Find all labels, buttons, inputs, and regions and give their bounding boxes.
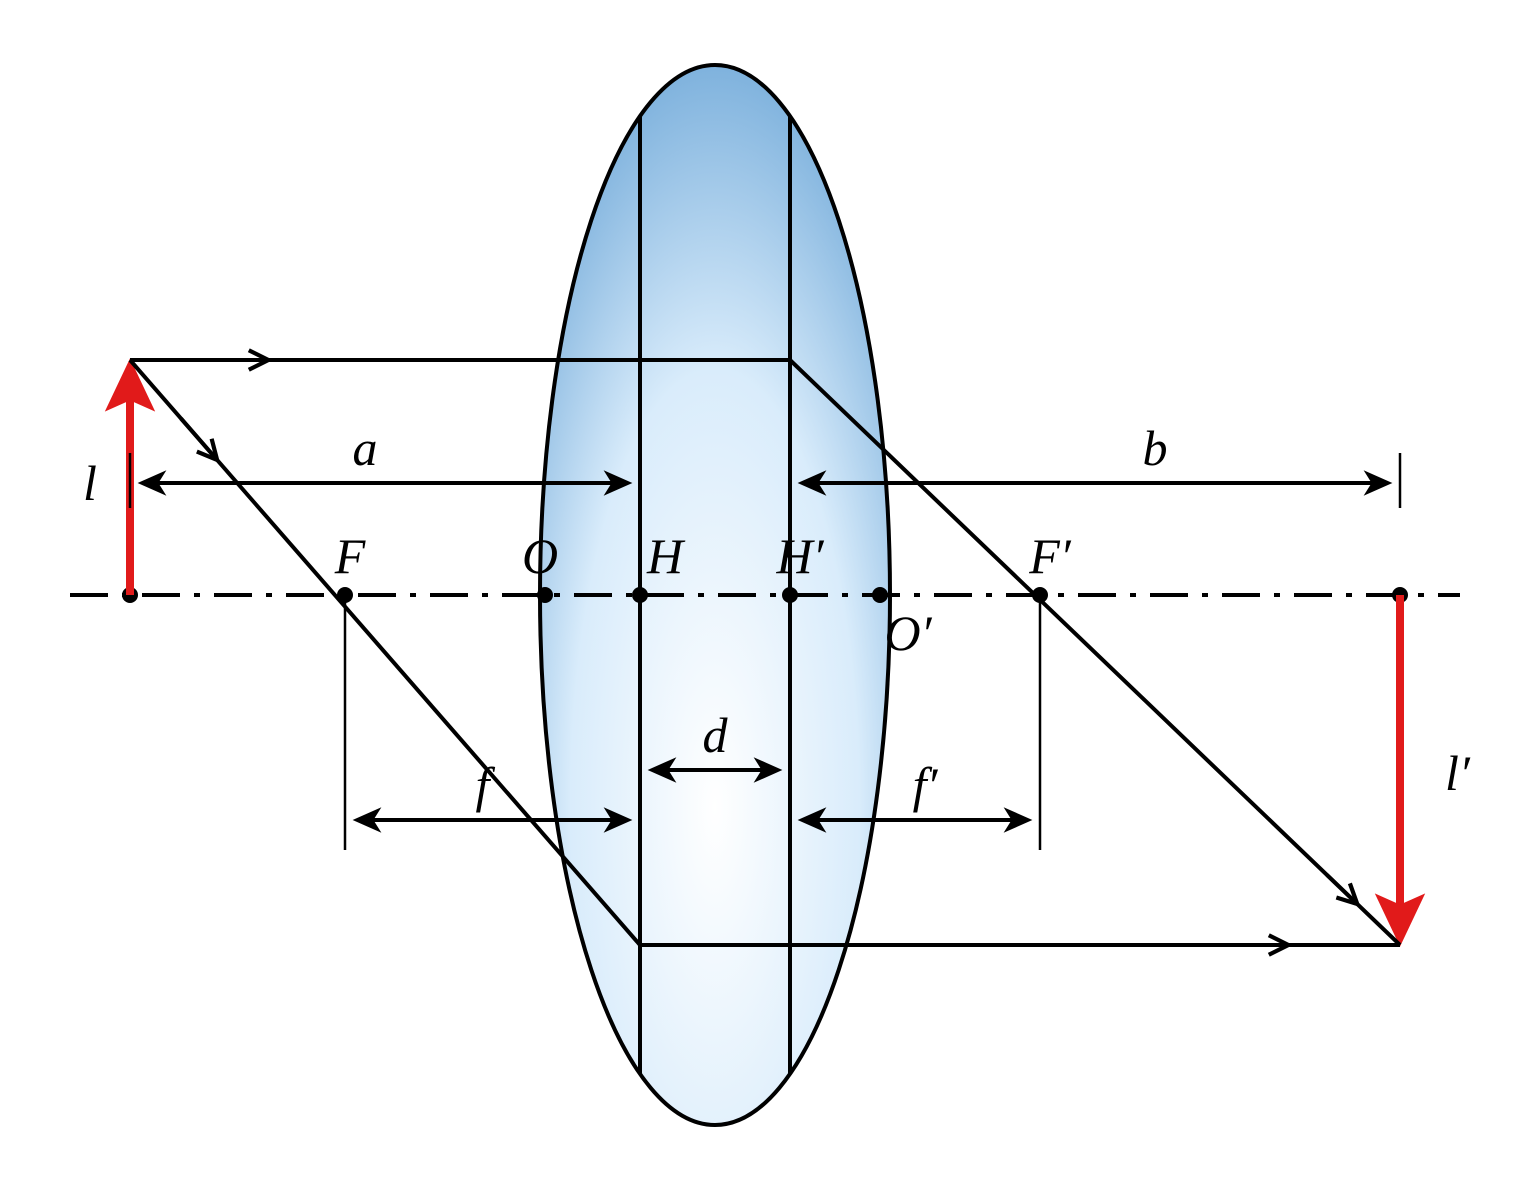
ray1-refracted-tick-icon [1327,875,1351,898]
label-f-prime-upper: F′ [1028,528,1072,584]
label-f-upper: F [334,528,366,584]
point-h-prime [782,587,798,603]
ray2-tick-icon [181,419,212,454]
point-h [632,587,648,603]
label-f-prime: f′ [913,757,939,813]
label-h-prime: H′ [775,528,824,584]
label-f: f [476,757,496,813]
label-l: l [83,455,97,511]
label-b: b [1143,420,1168,476]
point-o-prime [872,587,888,603]
label-o-prime: O′ [884,605,932,661]
label-o: O [522,528,558,584]
label-d: d [703,707,729,763]
label-l-prime: l′ [1445,745,1471,801]
label-h: H [646,528,686,584]
label-a: a [353,420,378,476]
point-o [537,587,553,603]
